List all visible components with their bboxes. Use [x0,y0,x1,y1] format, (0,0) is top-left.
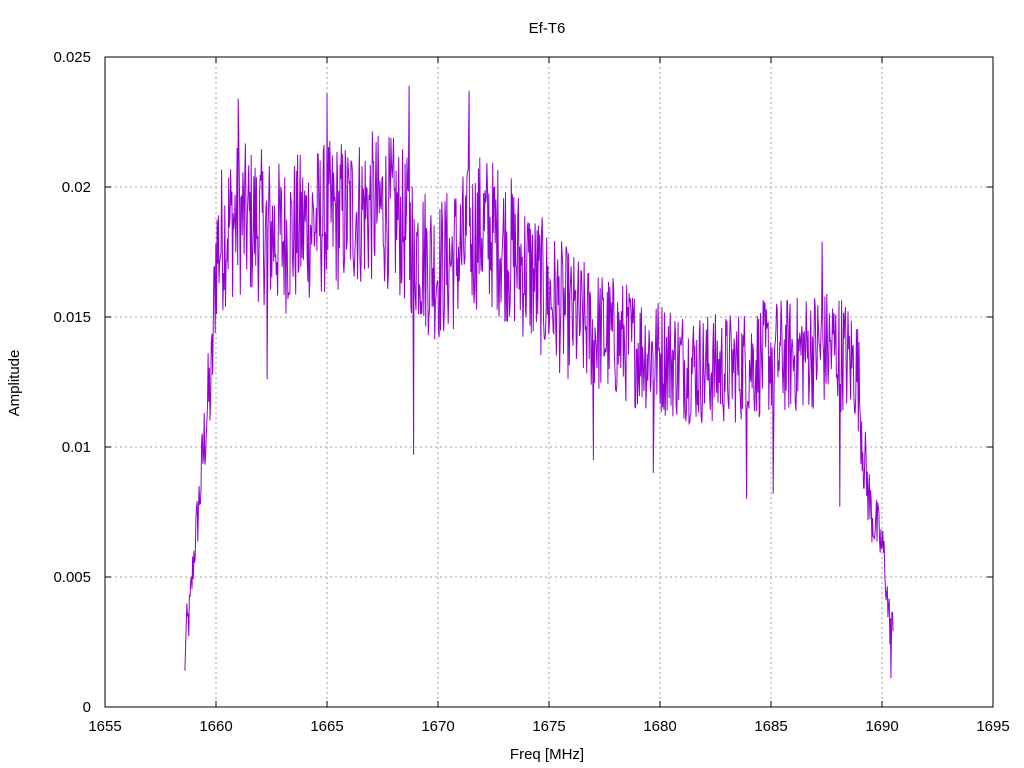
x-tick-label: 1655 [88,718,121,735]
x-tick-label: 1675 [532,718,565,735]
y-tick-label: 0.015 [53,309,91,326]
series-layer [184,85,894,679]
x-tick-label: 1685 [754,718,787,735]
y-tick-label: 0.01 [62,439,91,456]
y-tick-label: 0.02 [62,179,91,196]
ticks: 1655 1660 1665 1670 1675 1680 1685 1690 1695 0 0.0… [53,49,1009,735]
x-axis-title: Freq [MHz] [510,746,584,763]
chart-title: Ef-T6 [529,20,566,37]
x-tick-label: 1680 [643,718,676,735]
x-tick-label: 1665 [310,718,343,735]
y-tick-label: 0.005 [53,569,91,586]
amplitude-series-line [184,85,894,679]
x-tick-label: 1695 [976,718,1009,735]
x-tick-label: 1690 [865,718,898,735]
x-tick-label: 1660 [199,718,232,735]
x-tick-label: 1670 [421,718,454,735]
y-axis-title: Amplitude [6,350,23,417]
y-tick-label: 0 [83,699,91,716]
y-tick-label: 0.025 [53,49,91,66]
